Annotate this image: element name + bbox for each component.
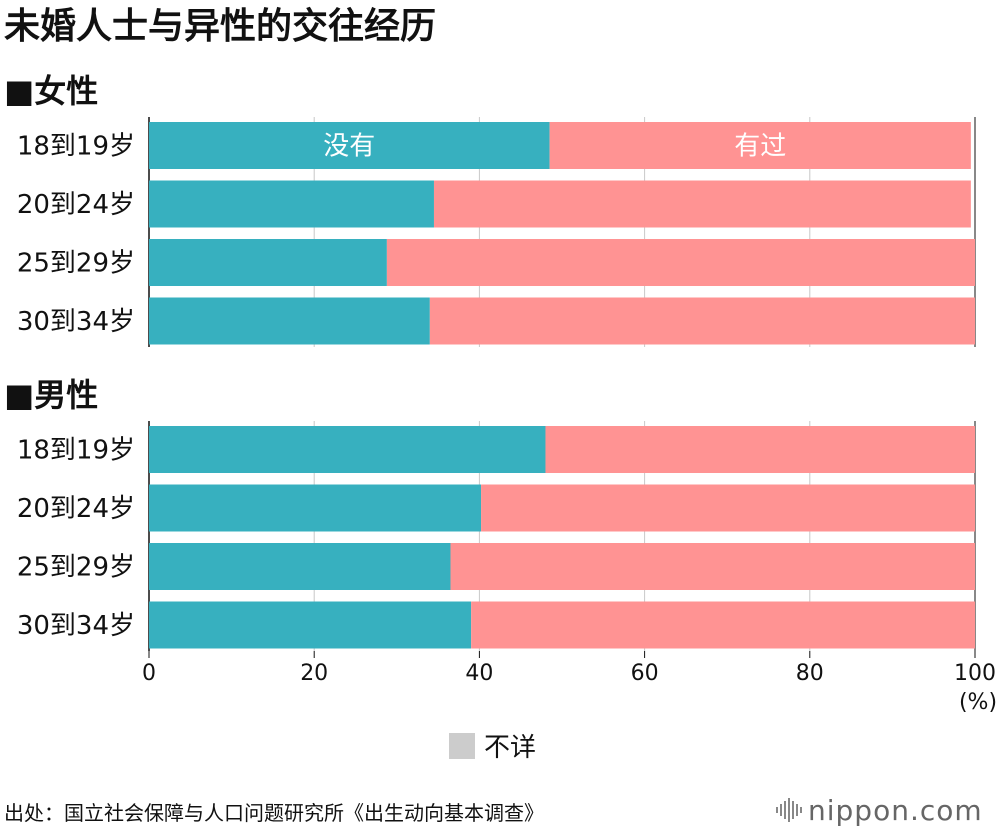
category-label: 30到34岁 <box>17 307 135 337</box>
bar-segment <box>149 239 387 286</box>
section-header: ■男性 <box>4 376 98 414</box>
logo-wave-bar <box>776 807 778 813</box>
category-label: 18到19岁 <box>17 132 135 162</box>
bar-segment <box>549 122 971 169</box>
logo-wave-icon <box>776 798 802 822</box>
series-label: 有过 <box>734 132 786 162</box>
legend: 不详 <box>449 733 536 763</box>
tick-label: 100 <box>954 661 996 686</box>
bar-segment <box>471 601 975 649</box>
x-axis: 0 20 40 60 80 100 <box>142 651 996 686</box>
legend-swatch <box>449 733 475 759</box>
category-label: 25到29岁 <box>17 553 135 583</box>
logo-wave-bar <box>780 804 782 816</box>
logo-wave-bar <box>788 798 790 822</box>
category-label: 30到34岁 <box>17 611 135 641</box>
bar-segment <box>149 122 550 169</box>
bar-segment <box>433 180 971 228</box>
bar-segment <box>149 297 430 345</box>
brand-label: nippon.com <box>808 794 983 827</box>
unit-label: (%) <box>959 690 997 715</box>
bar-segment <box>149 426 546 473</box>
category-label: 20到24岁 <box>17 190 135 220</box>
bar-segment <box>545 426 975 473</box>
series-label: 没有 <box>323 132 375 162</box>
chart-title: 未婚人士与异性的交往经历 <box>4 5 436 47</box>
tick-label: 60 <box>631 661 659 686</box>
bar-segment <box>149 543 451 590</box>
legend-label: 不详 <box>484 733 536 763</box>
logo-wave-bar <box>796 804 798 816</box>
bar-segment <box>429 297 976 345</box>
nippon-logo: nippon.com <box>776 794 983 827</box>
logo-wave-bar <box>792 801 794 819</box>
logo-wave-bar <box>800 807 802 813</box>
bar-segment <box>481 484 975 532</box>
section-header: ■女性 <box>4 72 98 110</box>
category-label: 25到29岁 <box>17 249 135 279</box>
source-note: 出处：国立社会保障与人口问题研究所《出生动向基本调查》 <box>4 801 544 825</box>
category-label: 18到19岁 <box>17 436 135 466</box>
tick-label: 20 <box>300 661 328 686</box>
category-label: 20到24岁 <box>17 494 135 524</box>
bars: 没有 有过 <box>149 122 976 649</box>
bar-segment <box>450 543 975 590</box>
tick-label: 0 <box>142 661 156 686</box>
bar-segment <box>149 180 434 228</box>
bar-segment <box>149 601 472 649</box>
bar-segment <box>149 484 482 532</box>
tick-label: 80 <box>796 661 824 686</box>
tick-label: 40 <box>465 661 493 686</box>
logo-wave-bar <box>784 801 786 819</box>
bar-segment <box>386 239 975 286</box>
